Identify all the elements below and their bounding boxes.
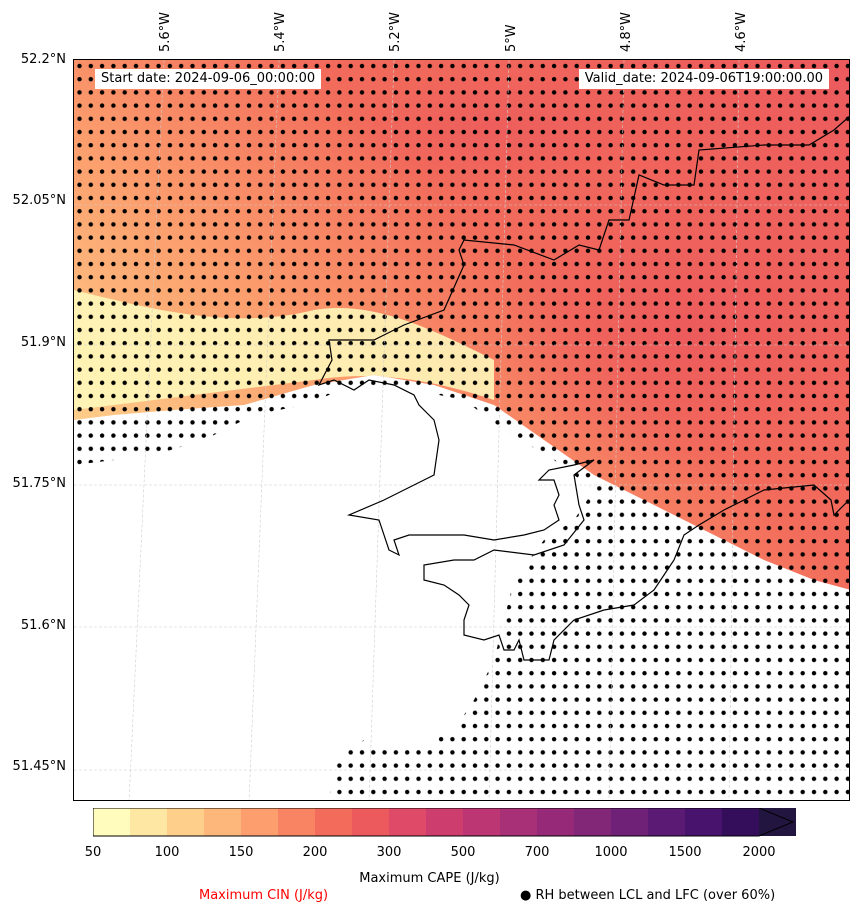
cb-tick-50: 50 — [84, 845, 102, 860]
lon-label-5w: 5°W — [504, 24, 519, 52]
gridlines — [74, 60, 849, 800]
rh-legend-label: ● RH between LCL and LFC (over 60%) — [520, 888, 776, 903]
lat-label-51.75n: 51.75°N — [12, 476, 66, 491]
colorbar-title: Maximum CAPE (J/kg) — [359, 871, 500, 886]
lon-label-4.6w: 4.6°W — [734, 11, 749, 52]
lon-label-5.2w: 5.2°W — [388, 11, 403, 52]
lat-label-52.2n: 52.2°N — [20, 52, 66, 67]
cb-tick-1000: 1000 — [594, 845, 628, 860]
colorbar-segment — [500, 808, 537, 836]
lon-label-5.4w: 5.4°W — [273, 11, 288, 52]
cb-tick-500: 500 — [450, 845, 476, 860]
colorbar-segment — [167, 808, 204, 836]
colorbar-segment — [611, 808, 648, 836]
colorbar-segment — [463, 808, 500, 836]
cin-legend-label: Maximum CIN (J/kg) — [199, 888, 329, 903]
colorbar-segment — [574, 808, 611, 836]
colorbar-segment — [389, 808, 426, 836]
colorbar-segment — [241, 808, 278, 836]
lat-label-51.45n: 51.45°N — [12, 759, 66, 774]
lat-label-51.6n: 51.6°N — [20, 618, 66, 633]
colorbar-segment — [278, 808, 315, 836]
colorbar-segment — [722, 808, 759, 836]
coastline — [317, 115, 849, 661]
colorbar-segment — [204, 808, 241, 836]
cape-field-map — [74, 60, 849, 800]
map-panel — [73, 59, 850, 801]
lon-label-4.8w: 4.8°W — [619, 11, 634, 52]
colorbar-segment — [648, 808, 685, 836]
cb-tick-100: 100 — [154, 845, 180, 860]
colorbar-segment — [93, 808, 130, 836]
cb-tick-2000: 2000 — [742, 845, 776, 860]
colorbar-segment — [426, 808, 463, 836]
lon-label-5.6w: 5.6°W — [158, 11, 173, 52]
cb-tick-150: 150 — [228, 845, 254, 860]
colorbar-segment — [130, 808, 167, 836]
colorbar-outline — [93, 808, 795, 837]
colorbar-segment — [352, 808, 389, 836]
cb-tick-1500: 1500 — [668, 845, 702, 860]
start-date-label: Start date: 2024-09-06_00:00:00 — [95, 69, 322, 89]
cape-colorbar — [93, 808, 796, 837]
rh-dots — [74, 60, 849, 800]
colorbar-segment — [315, 808, 352, 836]
cb-tick-300: 300 — [376, 845, 402, 860]
colorbar-segment — [537, 808, 574, 836]
cb-tick-200: 200 — [302, 845, 328, 860]
colorbar-segment — [685, 808, 722, 836]
valid-date-label: Valid_date: 2024-09-06T19:00:00.00 — [578, 69, 829, 89]
colorbar-extend-arrow — [759, 808, 793, 836]
lat-label-52.05n: 52.05°N — [12, 193, 66, 208]
lat-label-51.9n: 51.9°N — [20, 335, 66, 350]
cb-tick-700: 700 — [524, 845, 550, 860]
